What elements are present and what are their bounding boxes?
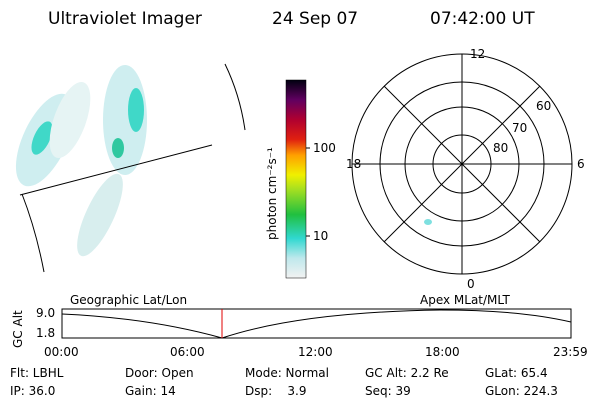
colorbar-tick: 100 bbox=[313, 141, 336, 155]
colorbar-label: photon cm⁻²s⁻¹ bbox=[265, 147, 279, 240]
polar-grid bbox=[351, 53, 573, 275]
status-field: Dsp: 3.9 bbox=[245, 384, 307, 398]
status-field: IP: 36.0 bbox=[10, 384, 55, 398]
colorbar-scale bbox=[285, 79, 307, 279]
limb-line bbox=[224, 63, 246, 131]
aurora-patch bbox=[424, 219, 432, 225]
x-tick-label: 00:00 bbox=[44, 345, 79, 359]
status-field: GLat: 65.4 bbox=[485, 366, 548, 380]
colorbar: 100 10 photon cm⁻²s⁻¹ bbox=[265, 79, 336, 279]
x-tick-label: 06:00 bbox=[170, 345, 205, 359]
header: Ultraviolet Imager 24 Sep 07 07:42:00 UT bbox=[48, 9, 535, 29]
lat-label: 80 bbox=[493, 141, 508, 155]
date: 24 Sep 07 bbox=[272, 9, 358, 29]
lat-label: 70 bbox=[512, 121, 527, 135]
spoke bbox=[383, 85, 541, 243]
footer: Flt: LBHL Door: Open Mode: Normal GC Alt: 2… bbox=[10, 366, 558, 398]
orbit-plot: Geographic Lat/Lon Apex MLat/MLT GC Alt … bbox=[11, 293, 588, 359]
plot-title: Geographic Lat/Lon bbox=[70, 293, 187, 307]
time: 07:42:00 UT bbox=[430, 9, 535, 29]
x-tick-label: 12:00 bbox=[298, 345, 333, 359]
polar-labels: 12 18 6 0 60 70 80 bbox=[346, 47, 585, 291]
mlt-label: 12 bbox=[470, 47, 485, 61]
title: Ultraviolet Imager bbox=[48, 9, 202, 29]
x-tick-label: 23:59 bbox=[553, 345, 588, 359]
plot-title: Apex MLat/MLT bbox=[420, 293, 510, 307]
limb-line bbox=[21, 193, 45, 273]
x-tick-label: 18:00 bbox=[425, 345, 460, 359]
aurora-patch bbox=[128, 88, 144, 132]
status-field: Gain: 14 bbox=[125, 384, 176, 398]
status-field: Seq: 39 bbox=[365, 384, 411, 398]
boundary-line bbox=[19, 144, 213, 196]
status-field: Mode: Normal bbox=[245, 366, 329, 380]
aurora-patch bbox=[49, 82, 91, 158]
altitude-curve bbox=[61, 309, 572, 339]
status-field: Door: Open bbox=[125, 366, 194, 380]
aurora-patch bbox=[31, 121, 53, 155]
aurora-patch bbox=[112, 138, 124, 158]
uv-image bbox=[15, 63, 246, 273]
y-tick-label: 9.0 bbox=[36, 306, 55, 320]
plot-frame bbox=[61, 308, 572, 339]
mlt-label: 0 bbox=[467, 277, 475, 291]
mlt-label: 6 bbox=[577, 157, 585, 171]
lat-label: 60 bbox=[536, 99, 551, 113]
y-tick-label: 1.8 bbox=[36, 326, 55, 340]
status-field: Flt: LBHL bbox=[10, 366, 64, 380]
mlt-label: 18 bbox=[346, 157, 361, 171]
aurora-patch bbox=[77, 173, 123, 257]
y-label: GC Alt bbox=[11, 310, 25, 348]
status-field: GLon: 224.3 bbox=[485, 384, 558, 398]
colorbar-tick: 10 bbox=[313, 229, 328, 243]
status-field: GC Alt: 2.2 Re bbox=[365, 366, 449, 380]
